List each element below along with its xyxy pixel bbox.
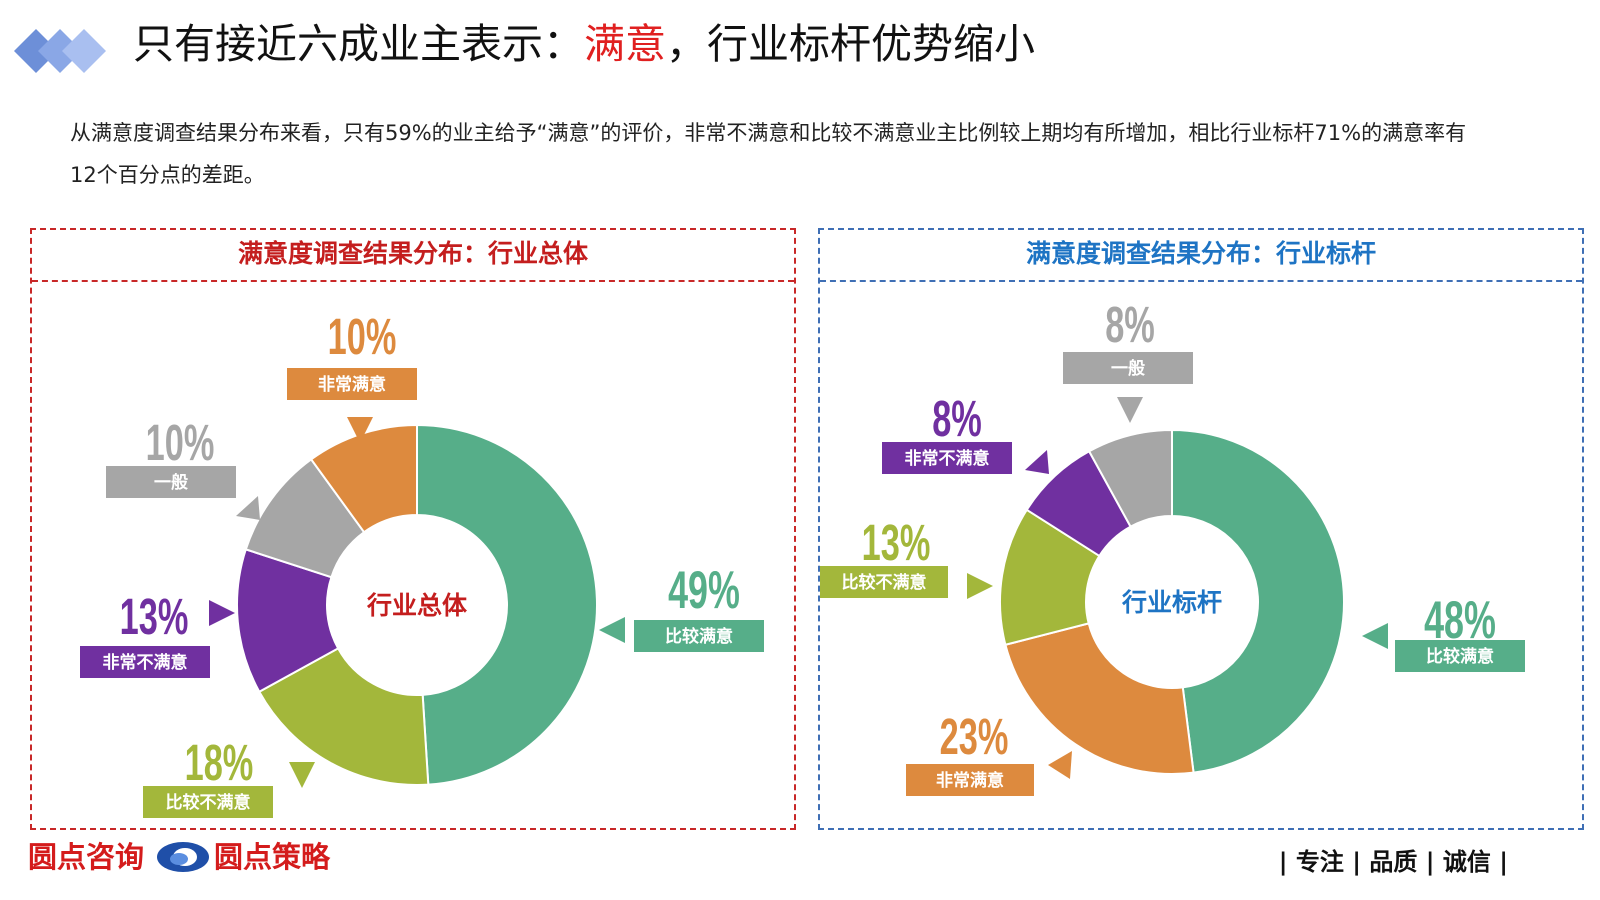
donut-slice-neutral	[1087, 428, 1173, 528]
page-title: 只有接近六成业主表示：满意，行业标杆优势缩小	[133, 16, 1035, 72]
donut-slice-fairly-satisfied	[1171, 428, 1346, 774]
data-label-neutral: 10%	[146, 416, 215, 472]
brand-name-strategy: 圆点策略	[214, 840, 331, 874]
series-label-fairly-dissatisfied: 比较不满意	[166, 792, 251, 813]
pointer-arrow-icon	[599, 617, 625, 643]
legend-box-fairly-satisfied	[634, 620, 764, 652]
series-label-neutral: 一般	[1111, 358, 1145, 379]
title-prefix: 只有接近六成业主表示：	[133, 20, 584, 68]
data-label-fairly-dissatisfied: 13%	[862, 516, 931, 572]
diamond-logo-icon	[14, 29, 106, 73]
donut-center-label: 行业总体	[366, 591, 468, 620]
data-label-very-satisfied: 10%	[328, 310, 397, 366]
title-highlight: 满意	[584, 20, 666, 68]
pointer-arrow-icon	[1117, 397, 1143, 423]
legend-box-fairly-dissatisfied	[820, 566, 948, 598]
donut-slice-fairly-dissatisfied	[257, 647, 430, 786]
legend-box-neutral	[1063, 352, 1193, 384]
pointer-arrow-icon	[1362, 623, 1388, 649]
brand-ring-icon	[157, 842, 209, 872]
donut-center-label: 行业标杆	[1121, 588, 1222, 617]
series-label-fairly-satisfied: 比较满意	[1426, 646, 1494, 667]
legend-box-very-dissatisfied	[80, 646, 210, 678]
data-label-fairly-dissatisfied: 18%	[185, 736, 254, 792]
pointer-arrow-icon	[289, 762, 315, 788]
pointer-arrow-icon	[967, 573, 993, 599]
donut-slice-fairly-satisfied	[416, 423, 598, 786]
chart-panel-industry-overall: 满意度调查结果分布：行业总体 比较满意 49% 比较不满意 18% 非常不满意 13% 一般…	[30, 228, 796, 830]
chart-title-overall: 满意度调查结果分布：行业总体	[32, 230, 794, 282]
series-label-neutral: 一般	[154, 472, 188, 493]
footer-slogan: | 专注 | 品质 | 诚信 |	[1278, 848, 1508, 876]
data-label-very-dissatisfied: 8%	[932, 392, 982, 448]
pointer-arrow-icon	[347, 417, 373, 443]
series-label-very-satisfied: 非常满意	[318, 374, 386, 395]
donut-slice-very-satisfied	[1004, 622, 1195, 775]
legend-box-fairly-satisfied	[1395, 640, 1525, 672]
chart-title-benchmark: 满意度调查结果分布：行业标杆	[820, 230, 1582, 282]
data-label-fairly-satisfied: 49%	[668, 560, 740, 620]
brand-name-consulting: 圆点咨询	[28, 840, 145, 874]
chart-panel-industry-benchmark: 满意度调查结果分布：行业标杆 比较满意 48% 非常满意 23% 比较不满意 13% 非常不…	[818, 228, 1584, 830]
series-label-fairly-dissatisfied: 比较不满意	[842, 572, 927, 593]
pointer-arrow-icon	[1048, 751, 1072, 779]
legend-box-neutral	[106, 466, 236, 498]
title-suffix: ，行业标杆优势缩小	[666, 20, 1035, 68]
data-label-very-satisfied: 23%	[940, 710, 1009, 766]
donut-slice-very-satisfied	[309, 423, 418, 534]
data-label-very-dissatisfied: 13%	[120, 590, 189, 646]
series-label-very-dissatisfied: 非常不满意	[103, 652, 188, 673]
series-label-very-satisfied: 非常满意	[936, 770, 1004, 791]
series-label-fairly-satisfied: 比较满意	[665, 626, 733, 647]
data-label-neutral: 8%	[1105, 298, 1155, 354]
pointer-arrow-icon	[209, 600, 235, 626]
legend-box-very-satisfied	[287, 368, 417, 400]
legend-box-fairly-dissatisfied	[143, 786, 273, 818]
series-label-very-dissatisfied: 非常不满意	[905, 448, 990, 469]
pointer-arrow-icon	[1025, 450, 1049, 474]
data-label-fairly-satisfied: 48%	[1424, 590, 1496, 650]
description-text: 从满意度调查结果分布来看，只有59%的业主给予“满意”的评价，非常不满意和比较不…	[70, 121, 1467, 187]
legend-box-very-dissatisfied	[882, 442, 1012, 474]
legend-box-very-satisfied	[906, 764, 1034, 796]
pointer-arrow-icon	[236, 496, 260, 520]
